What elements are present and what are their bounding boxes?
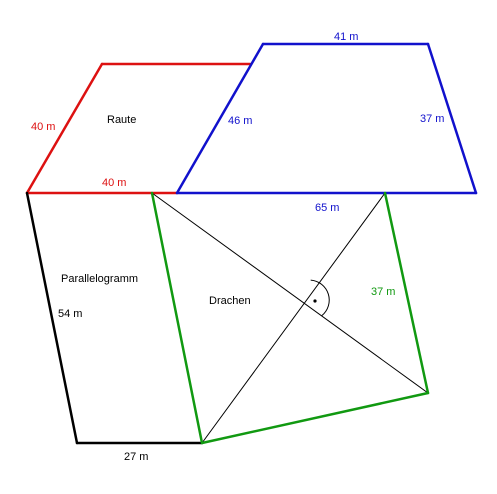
raute-side-left-label: 40 m [31, 121, 55, 133]
parallelogramm-bottom-label: 27 m [124, 451, 148, 463]
trapez-right-label: 37 m [420, 113, 444, 125]
drachen-side-bottom [200, 391, 430, 445]
raute-side-left [25, 62, 104, 195]
drachen-diagonal-2 [201, 192, 386, 444]
drachen-name-label: Drachen [209, 295, 251, 307]
drachen-side-right [383, 191, 430, 395]
parallelogramm-shape [25, 191, 204, 445]
trapez-bottom-label: 65 m [315, 202, 339, 214]
right-angle-arc [310, 279, 330, 316]
drachen-diagonal-1 [151, 192, 429, 394]
trapez-shape [175, 42, 478, 195]
trapez-side-right [426, 42, 478, 195]
raute-shape [25, 62, 252, 195]
drachen-right-label: 37 m [371, 286, 395, 298]
right-angle-dot [313, 299, 317, 303]
parallelogramm-side-left [25, 191, 79, 445]
parallelogramm-left-label: 54 m [58, 308, 82, 320]
raute-name-label: Raute [107, 114, 136, 126]
trapez-side-left [175, 42, 265, 195]
drachen-shape [150, 191, 430, 445]
trapez-left-label: 46 m [228, 115, 252, 127]
drachen-side-left [150, 191, 204, 445]
parallelogramm-name-label: Parallelogramm [61, 273, 138, 285]
raute-side-bottom-label: 40 m [102, 177, 126, 189]
trapez-top-label: 41 m [334, 31, 358, 43]
